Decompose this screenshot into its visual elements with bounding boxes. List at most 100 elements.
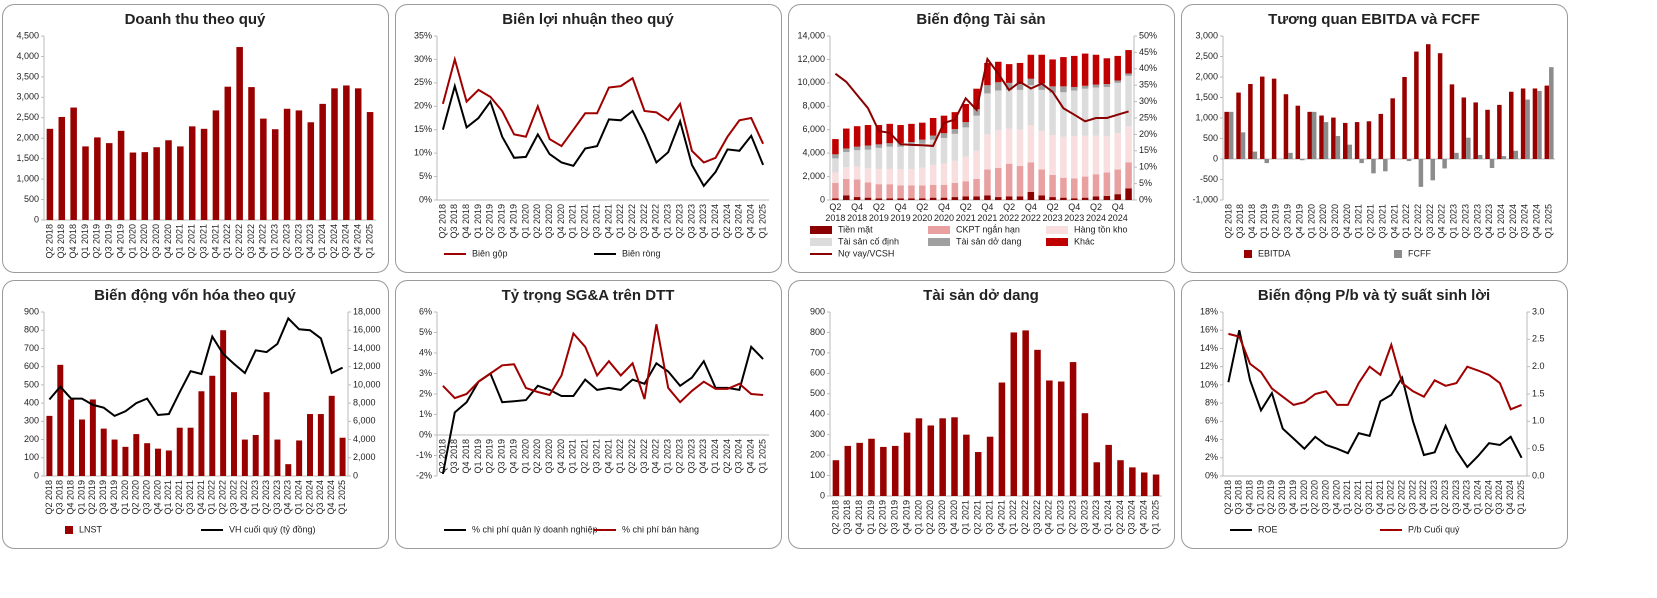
y-tick-label: 4% [419,347,432,357]
bar-segment [1092,84,1100,88]
bar-segment [843,195,850,200]
x-tick-label: Q3 2020 [1321,480,1331,515]
x-tick-label: Q1 2024 [1103,500,1113,535]
x-tick-label: Q2 2020 [131,480,141,515]
bar [165,140,172,220]
bar [58,116,66,220]
bar-segment [973,88,980,110]
bar [1152,474,1160,496]
bar [177,146,184,220]
bar-segment [1038,195,1045,200]
x-tick-label: Q2 2019 [87,480,97,515]
bar [1537,90,1542,159]
bar [1418,159,1424,187]
bar [129,152,137,220]
legend-label: Tiền mặt [838,224,873,234]
x-tick-label: Q2 2019 [869,202,889,223]
bar-segment [919,143,926,168]
x-tick-label: Q4 2021 [1375,480,1385,515]
x-tick-label: Q3 2024 [341,224,351,259]
y-tick-label: 1,000 [1195,112,1218,122]
x-tick-label: Q3 2022 [228,480,238,515]
y-tick-label: 200 [24,434,39,444]
x-tick-label: Q1 2021 [1354,204,1364,239]
y-tick-label: 2,500 [16,112,39,122]
x-tick-label: Q1 2020 [520,204,530,239]
x-tick-label: Q2 2021 [956,202,976,223]
y-tick-label: 0 [820,194,825,204]
x-tick-label: Q4 2018 [1247,204,1257,239]
bar [1489,159,1495,169]
x-tick-label: Q3 2022 [1407,480,1417,515]
x-tick-label: Q2 2021 [1353,480,1363,515]
x-tick-label: Q3 2021 [984,500,994,535]
bar-segment [908,145,915,169]
bar-segment [897,198,904,200]
x-tick-label: Q4 2021 [1389,204,1399,239]
chart-title: Biến động vốn hóa theo quý [94,287,296,304]
bar-segment [886,146,893,169]
bar [122,446,129,476]
chart-title: Biến động P/b và tỷ suất sinh lời [1258,287,1490,304]
x-tick-label: Q1 2019 [866,500,876,535]
bar-segment [864,149,872,169]
x-tick-label: Q4 2023 [698,204,708,239]
bar-segment [1060,136,1067,178]
bar [1473,102,1478,159]
bar [285,464,292,476]
bar-segment [1103,136,1111,173]
y2-tick-label: 1.5 [1532,388,1545,398]
y2-tick-label: 2,000 [353,452,376,462]
y-tick-label: 500 [810,388,825,398]
x-tick-label: Q4 2024 [1532,204,1542,239]
legend-swatch [810,226,832,234]
y-tick-label: 3,000 [1195,30,1218,40]
x-tick-label: Q3 2019 [1283,204,1293,239]
bar [1390,98,1395,159]
x-tick-label: Q3 2019 [497,204,507,239]
y2-tick-label: 12,000 [353,361,381,371]
x-tick-label: Q4 2024 [1108,202,1128,223]
bar-segment [951,133,959,161]
bar [1010,332,1018,496]
bar-segment [1016,62,1024,85]
bar-segment [962,127,969,157]
bar [1093,462,1101,496]
y-tick-label: 600 [810,368,825,378]
x-tick-label: Q1 2022 [615,439,625,474]
bar [231,392,237,476]
y-tick-label: 2,500 [1195,51,1218,61]
bar-segment [995,90,1002,131]
bar [252,435,259,476]
x-tick-label: Q3 2022 [639,204,649,239]
y-tick-label: 800 [24,325,39,335]
x-tick-label: Q1 2022 [1401,204,1411,239]
x-tick-label: Q2 2022 [1020,500,1030,535]
bar [187,427,194,476]
bar [1520,88,1526,159]
bar-segment [1081,88,1089,136]
y-tick-label: 14,000 [797,30,825,40]
x-tick-label: Q2 2023 [1440,480,1450,515]
bar-segment [1125,73,1132,76]
y2-tick-label: 10% [1139,162,1157,172]
bar [1057,381,1065,496]
x-tick-label: Q1 2025 [1516,480,1526,515]
bar-segment [1081,135,1089,177]
x-tick-label: Q4 2022 [1437,204,1447,239]
line-series [48,316,344,418]
bar-segment [843,128,850,149]
bar [1046,380,1053,496]
legend-label: FCFF [1408,248,1431,258]
x-tick-label: Q3 2018 [1234,480,1244,515]
line-series [834,56,1129,147]
x-tick-label: Q2 2021 [174,480,184,515]
bar [1335,136,1341,159]
bar [271,129,279,220]
x-tick-label: Q2 2022 [627,439,637,474]
bar-segment [1125,188,1132,200]
bar-segment [1027,54,1035,79]
bar-segment [1049,134,1056,175]
bar [832,460,840,496]
bar-segment [853,146,861,151]
